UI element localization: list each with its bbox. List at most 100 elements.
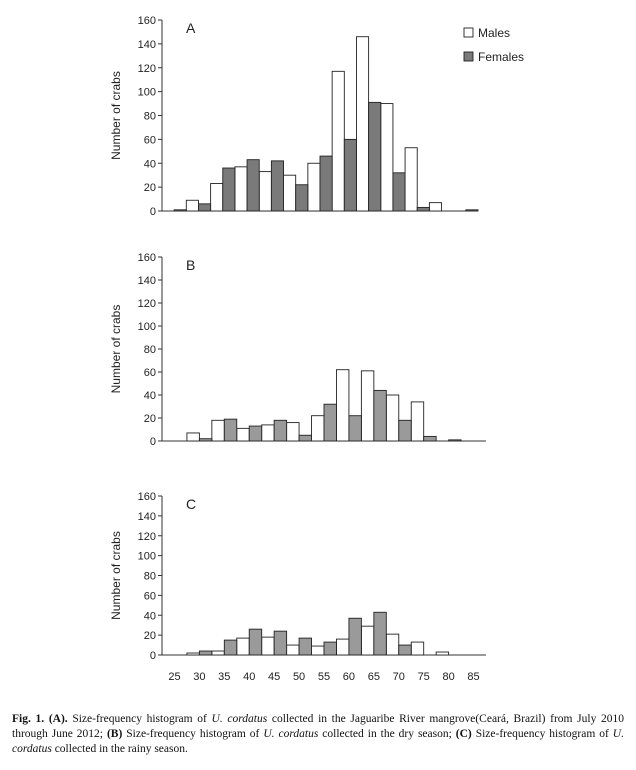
y-tick-label: 140 <box>138 275 156 287</box>
bar-males <box>236 427 250 442</box>
bar-males <box>286 644 300 656</box>
bar-males <box>385 633 400 656</box>
x-tick-label: 70 <box>393 671 405 683</box>
caption-panel-a-label: (A). <box>48 713 68 725</box>
bar-females <box>298 434 312 442</box>
bar-males <box>356 36 370 212</box>
bar-females <box>348 617 362 656</box>
bar-males <box>336 369 350 442</box>
caption-text: collected in the Jaguaribe River mangrov… <box>12 713 624 740</box>
panel-label: B <box>186 257 195 273</box>
bar-males <box>385 394 400 442</box>
figure-charts: 0 20 40 60 80 100 120 140 160 Number of crabs A Mal… <box>109 15 524 690</box>
bar-females <box>273 419 288 442</box>
y-tick-label: 120 <box>138 63 156 75</box>
y-tick-label: 140 <box>138 511 156 523</box>
caption-species: U. cordatus <box>263 728 319 740</box>
bar-males <box>331 70 345 212</box>
x-tick-label: 35 <box>218 671 230 683</box>
y-tick-label: 60 <box>144 134 156 146</box>
bar-males <box>261 636 275 656</box>
bar-males <box>261 424 275 442</box>
bar-males <box>435 651 450 656</box>
bar-males <box>428 202 442 212</box>
legend-swatch-females <box>463 51 474 62</box>
y-tick-label: 80 <box>144 111 156 123</box>
x-tick-label: 60 <box>343 671 355 683</box>
bar-females <box>270 160 284 212</box>
bar-males <box>360 370 375 442</box>
bar-females <box>223 639 238 656</box>
bar-males <box>185 199 199 212</box>
y-tick-label: 160 <box>138 252 156 264</box>
bar-females <box>423 435 437 442</box>
x-tick-label: 85 <box>467 671 479 683</box>
bar-females <box>198 650 213 656</box>
y-tick-label: 20 <box>144 630 156 642</box>
x-tick-label: 45 <box>268 671 280 683</box>
y-tick-label: 140 <box>138 39 156 51</box>
caption-species: U. cordatus <box>12 728 624 755</box>
bar-females <box>248 628 263 656</box>
bar-females <box>295 184 309 212</box>
y-tick-label: 40 <box>144 158 156 170</box>
bar-males <box>211 419 225 442</box>
caption-text: Size-frequency histogram of <box>67 713 212 725</box>
bar-females <box>222 167 236 212</box>
bar-females <box>343 138 357 212</box>
y-tick-label: 160 <box>138 15 156 27</box>
bar-females <box>173 209 187 212</box>
y-tick-label: 60 <box>144 590 156 602</box>
caption-species: U. cordatus <box>211 713 268 725</box>
bar-females <box>273 630 288 656</box>
bar-females <box>323 403 337 442</box>
bar-females <box>465 209 479 212</box>
legend-label-females: Females <box>478 50 524 64</box>
x-tick-label: 40 <box>243 671 255 683</box>
caption-text: Size-frequency histogram of <box>122 728 264 740</box>
y-axis-title: Number of crabs <box>109 531 123 620</box>
x-axis-title: Size classes (mm) <box>266 689 364 690</box>
bar-females <box>373 389 387 442</box>
bar-females <box>398 419 412 442</box>
y-tick-label: 40 <box>144 610 156 622</box>
bar-females <box>223 418 238 442</box>
bar-males <box>311 415 325 442</box>
bar-females <box>416 206 430 212</box>
bar-females <box>392 172 406 212</box>
y-tick-label: 100 <box>138 551 156 563</box>
bar-males <box>236 637 250 656</box>
y-tick-label: 80 <box>144 344 156 356</box>
caption-text: collected in the rainy season. <box>51 743 188 755</box>
caption-text: collected in the dry season; <box>318 728 456 740</box>
bar-males <box>234 166 248 212</box>
y-tick-label: 120 <box>138 298 156 310</box>
bar-males <box>311 645 325 656</box>
bar-males <box>336 638 350 656</box>
figure-caption: Fig. 1. (A). Size-frequency histogram of… <box>12 712 624 757</box>
x-tick-label: 55 <box>318 671 330 683</box>
y-axis-title: Number of crabs <box>109 71 123 160</box>
bar-males <box>186 652 200 656</box>
x-tick-label: 65 <box>368 671 380 683</box>
legend-swatch-males <box>463 27 474 38</box>
bar-females <box>248 425 263 442</box>
bar-males <box>283 174 297 212</box>
x-tick-label: 50 <box>293 671 305 683</box>
panel-label: C <box>186 496 196 512</box>
bar-males <box>404 147 418 212</box>
legend-label-males: Males <box>478 26 510 40</box>
bar-females <box>348 415 362 442</box>
bar-males <box>410 641 425 656</box>
y-tick-label: 20 <box>144 413 156 425</box>
y-tick-label: 80 <box>144 571 156 583</box>
y-tick-label: 20 <box>144 182 156 194</box>
x-tick-label: 25 <box>168 671 180 683</box>
caption-panel-c-label: (C) <box>455 728 472 740</box>
bar-females <box>398 644 412 656</box>
caption-fig-label: Fig. 1. <box>12 713 45 725</box>
bar-males <box>410 401 425 442</box>
y-axis-title: Number of crabs <box>109 305 123 394</box>
bar-males <box>186 432 200 442</box>
bar-males <box>380 103 394 212</box>
